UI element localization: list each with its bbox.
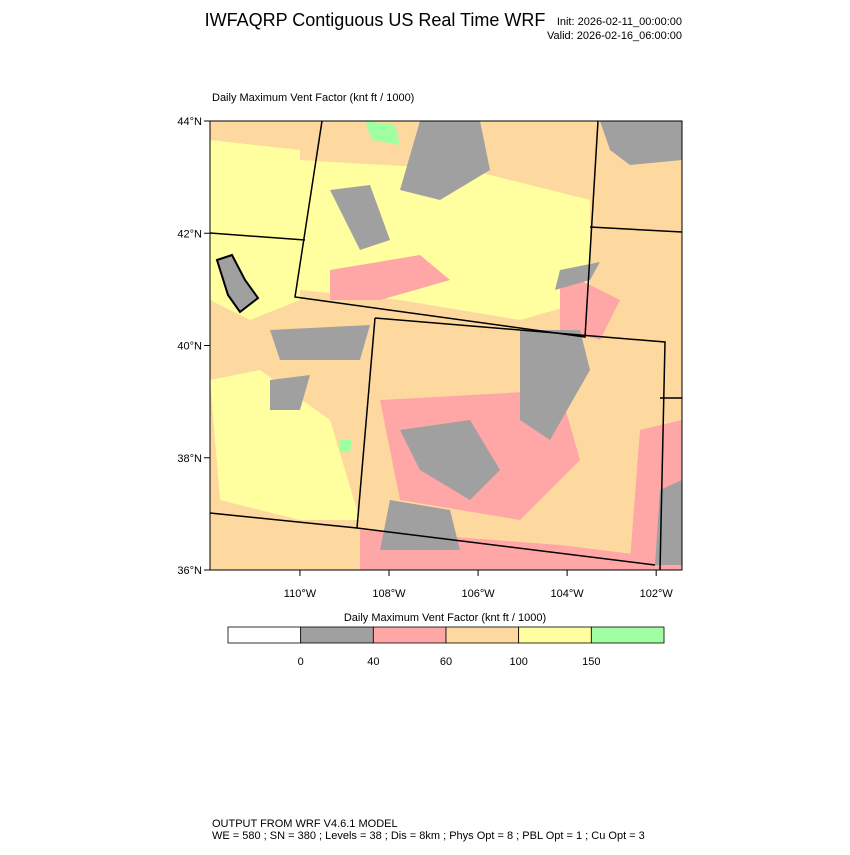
lon-tick-label: 102°W: [640, 588, 674, 600]
map-field: [210, 121, 682, 570]
colorbar-box: [518, 626, 592, 644]
colorbar-label: 40: [367, 656, 379, 668]
colorbar-label: 60: [440, 656, 452, 668]
lon-tick-label: 110°W: [284, 588, 317, 600]
footer-line: OUTPUT FROM WRF V4.6.1 MODEL: [212, 818, 398, 830]
footer-line: WE = 580 ; SN = 380 ; Levels = 38 ; Dis …: [212, 830, 645, 842]
colorbar-label: 150: [582, 656, 600, 668]
valid-time: Valid: 2026-02-16_06:00:00: [547, 30, 682, 42]
lon-tick-label: 104°W: [551, 588, 585, 600]
colorbar-box: [372, 626, 447, 644]
colorbar-label: 100: [509, 656, 527, 668]
colorbar-box: [300, 626, 374, 644]
lat-tick-label: 40°N: [177, 341, 202, 353]
lat-tick-label: 38°N: [177, 453, 202, 465]
lon-tick-label: 108°W: [372, 588, 406, 600]
title: IWFAQRP Contiguous US Real Time WRF: [205, 10, 546, 30]
lat-tick-label: 36°N: [177, 565, 202, 577]
colorbar-box: [445, 626, 520, 644]
colorbar-box: [227, 626, 302, 644]
lat-tick-label: 42°N: [177, 228, 202, 240]
lat-tick-label: 44°N: [177, 116, 202, 128]
colorbar-title: Daily Maximum Vent Factor (knt ft / 1000…: [344, 612, 546, 624]
lon-tick-label: 106°W: [461, 588, 495, 600]
map-label: Daily Maximum Vent Factor (knt ft / 1000…: [212, 92, 414, 104]
colorbar-box: [590, 626, 665, 644]
colorbar-label: 0: [298, 656, 304, 668]
init-time: Init: 2026-02-11_00:00:00: [557, 16, 682, 28]
